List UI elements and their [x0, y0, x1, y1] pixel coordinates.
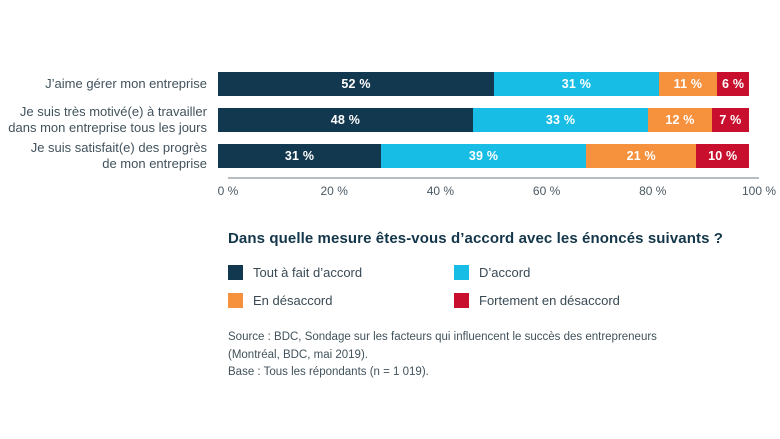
- segment-value-label: 21 %: [626, 149, 656, 163]
- x-axis-line: [228, 177, 759, 179]
- segment-value-label: 48 %: [330, 113, 361, 127]
- bar-segment: 21 %: [586, 144, 697, 168]
- bar-row: Je suis satisfait(e) des progrès de mon …: [0, 140, 780, 171]
- x-axis-tick: 40 %: [426, 184, 455, 198]
- legend-label: Tout à fait d’accord: [253, 265, 363, 280]
- legend-label: Fortement en désaccord: [479, 293, 620, 308]
- legend-item: Tout à fait d’accord: [228, 265, 454, 280]
- chart-legend: Tout à fait d’accord D’accord En désaccord…: [228, 265, 768, 308]
- bar-segment: 52 %: [218, 72, 495, 96]
- legend-item: En désaccord: [228, 293, 454, 308]
- segment-value-label: 31 %: [561, 77, 592, 91]
- bar-segment: 6 %: [717, 72, 749, 96]
- stacked-bar-chart: J’aime gérer mon entreprise 52 % 31 % 11 % 6…: [0, 72, 780, 180]
- chart-question-title: Dans quelle mesure êtes-vous d’accord av…: [228, 230, 724, 247]
- bar-segment: 31 %: [494, 72, 659, 96]
- segment-value-label: 31 %: [284, 149, 315, 163]
- segment-value-label: 52 %: [341, 77, 371, 91]
- segment-value-label: 11 %: [673, 77, 703, 91]
- segment-value-label: 39 %: [468, 149, 499, 163]
- legend-item: Fortement en désaccord: [454, 293, 768, 308]
- bar-segment: 31 %: [218, 144, 381, 168]
- segment-value-label: 10 %: [708, 149, 738, 163]
- category-label: Je suis très motivé(e) à travailler dans…: [8, 104, 207, 135]
- category-label: J’aime gérer mon entreprise: [45, 76, 207, 91]
- legend-item: D’accord: [454, 265, 768, 280]
- bar-segment: 12 %: [648, 108, 712, 132]
- source-note: Source : BDC, Sondage sur les facteurs q…: [228, 329, 768, 382]
- legend-label: D’accord: [479, 265, 531, 280]
- bar-segment: 10 %: [696, 144, 750, 168]
- segment-value-label: 33 %: [545, 113, 576, 127]
- bar-segment: 11 %: [658, 72, 718, 96]
- bar-track: 48 % 33 % 12 % 7 %: [218, 108, 749, 132]
- source-line: Base : Tous les répondants (n = 1 019).: [228, 366, 429, 378]
- bar-segment: 39 %: [380, 144, 587, 168]
- x-axis-tick: 20 %: [320, 184, 348, 198]
- bar-row: J’aime gérer mon entreprise 52 % 31 % 11 % 6…: [0, 72, 780, 96]
- legend-swatch: [228, 293, 243, 308]
- segment-value-label: 7 %: [719, 113, 742, 127]
- x-axis-tick: 100 %: [741, 184, 777, 198]
- segment-value-label: 6 %: [722, 77, 745, 91]
- bar-segment: 7 %: [711, 108, 749, 132]
- bar-track: 52 % 31 % 11 % 6 %: [218, 72, 749, 96]
- segment-value-label: 12 %: [665, 113, 695, 127]
- x-axis-tick-labels: 0 % 20 % 40 % 60 % 80 % 100 %: [218, 184, 776, 200]
- legend-swatch: [454, 265, 469, 280]
- legend-swatch: [454, 293, 469, 308]
- source-line: Source : BDC, Sondage sur les facteurs q…: [228, 331, 657, 343]
- bar-row: Je suis très motivé(e) à travailler dans…: [0, 104, 780, 135]
- x-axis-tick: 80 %: [639, 184, 667, 198]
- source-line: (Montréal, BDC, mai 2019).: [228, 348, 368, 361]
- category-label: Je suis satisfait(e) des progrès de mon …: [30, 140, 207, 171]
- bar-segment: 33 %: [472, 108, 649, 132]
- x-axis-tick: 0 %: [217, 184, 239, 198]
- x-axis-tick: 60 %: [532, 184, 561, 198]
- legend-label: En désaccord: [253, 293, 333, 308]
- legend-swatch: [228, 265, 243, 280]
- bar-track: 31 % 39 % 21 % 10 %: [218, 144, 750, 168]
- bar-segment: 48 %: [218, 108, 473, 132]
